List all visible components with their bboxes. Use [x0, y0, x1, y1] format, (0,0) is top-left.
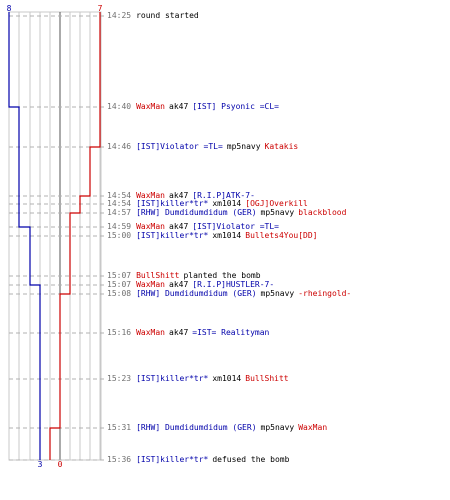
event-row: 15:07 WaxMan ak47 [R.I.P]HUSTLER-7- — [107, 279, 278, 291]
event-action: ak47 — [169, 102, 189, 111]
t-player-name: WaxMan — [298, 423, 328, 432]
event-time: 15:31 — [107, 423, 132, 432]
ct-player-name: [RHW] Dumdidumdidum (GER) — [136, 289, 257, 298]
event-row: 15:00 [IST]killer*tr* xm1014 Bullets4You[DD… — [107, 230, 322, 242]
event-row: 14:57 [RHW] Dumdidumdidum (GER) mp5navy bla… — [107, 207, 350, 219]
event-action: round started — [136, 11, 199, 20]
ct-player-name: [IST]Violator =TL= — [192, 222, 279, 231]
ct-player-name: [IST]killer*tr* — [136, 455, 209, 464]
event-row: 14:54 WaxMan ak47 [R.I.P]ATK-7- — [107, 190, 259, 202]
event-row: 14:40 WaxMan ak47 [IST] Psyonic =CL= — [107, 101, 283, 113]
event-row: 14:54 [IST]killer*tr* xm1014 [OGJ]Overkill — [107, 198, 312, 210]
t-player-name: BullShitt — [245, 374, 289, 383]
event-action: xm1014 — [212, 231, 242, 240]
event-row: 15:31 [RHW] Dumdidumdidum (GER) mp5navy Wax… — [107, 422, 331, 434]
t-player-name: BullShitt — [136, 271, 180, 280]
event-time: 14:25 — [107, 11, 132, 20]
t-player-name: Bullets4You[DD] — [245, 231, 318, 240]
event-row: 15:16 WaxMan ak47 =IST= Realityman — [107, 327, 273, 339]
ct-player-name: [RHW] Dumdidumdidum (GER) — [136, 208, 257, 217]
event-row: 14:25 round started — [107, 10, 203, 22]
t-player-name: WaxMan — [136, 222, 165, 231]
ct-player-name: [R.I.P]ATK-7- — [192, 191, 255, 200]
event-time: 14:54 — [107, 191, 132, 200]
event-time: 14:59 — [107, 222, 132, 231]
t-player-name: WaxMan — [136, 280, 165, 289]
ct-end-count: 3 — [38, 460, 43, 469]
event-action: mp5navy — [260, 423, 295, 432]
event-action: ak47 — [169, 328, 189, 337]
ct-player-name: [IST]killer*tr* — [136, 231, 209, 240]
ct-player-name: [IST]Violator =TL= — [136, 142, 223, 151]
event-action: mp5navy — [226, 142, 261, 151]
event-action: mp5navy — [260, 208, 295, 217]
t-player-count-line — [49, 12, 101, 460]
t-player-name: blackblood — [298, 208, 347, 217]
t-player-name: -rheingold- — [298, 289, 352, 298]
t-player-name: WaxMan — [136, 328, 165, 337]
t-start-count: 7 — [98, 4, 103, 13]
event-time: 14:57 — [107, 208, 132, 217]
t-end-count: 0 — [58, 460, 63, 469]
ct-player-name: [IST]killer*tr* — [136, 374, 209, 383]
event-time: 14:40 — [107, 102, 132, 111]
ct-player-count-line — [8, 12, 41, 460]
event-action: planted the bomb — [183, 271, 261, 280]
ct-player-name: [IST] Psyonic =CL= — [192, 102, 279, 111]
event-action: ak47 — [169, 280, 189, 289]
event-action: xm1014 — [212, 374, 242, 383]
event-time: 15:16 — [107, 328, 132, 337]
event-action: defused the bomb — [212, 455, 290, 464]
event-row: 15:23 [IST]killer*tr* xm1014 BullShitt — [107, 373, 293, 385]
event-row: 15:07 BullShitt planted the bomb — [107, 270, 265, 282]
event-time: 15:23 — [107, 374, 132, 383]
event-time: 14:54 — [107, 199, 132, 208]
event-action: ak47 — [169, 222, 189, 231]
t-player-name: WaxMan — [136, 102, 165, 111]
event-action: xm1014 — [212, 199, 242, 208]
ct-player-name: [IST]killer*tr* — [136, 199, 209, 208]
event-action: ak47 — [169, 191, 189, 200]
event-row: 15:08 [RHW] Dumdidumdidum (GER) mp5navy -rh… — [107, 288, 355, 300]
event-row: 15:36 [IST]killer*tr* defused the bomb — [107, 454, 293, 466]
ct-player-name: =IST= Realityman — [192, 328, 270, 337]
t-player-name: [OGJ]Overkill — [245, 199, 308, 208]
event-time: 15:07 — [107, 280, 132, 289]
event-time: 14:46 — [107, 142, 132, 151]
event-time: 15:07 — [107, 271, 132, 280]
t-player-name: Katakis — [264, 142, 299, 151]
ct-player-name: [R.I.P]HUSTLER-7- — [192, 280, 275, 289]
event-row: 14:59 WaxMan ak47 [IST]Violator =TL= — [107, 221, 283, 233]
event-action: mp5navy — [260, 289, 295, 298]
t-player-name: WaxMan — [136, 191, 165, 200]
event-time: 15:00 — [107, 231, 132, 240]
event-time: 15:36 — [107, 455, 132, 464]
ct-player-name: [RHW] Dumdidumdidum (GER) — [136, 423, 257, 432]
event-row: 14:46 [IST]Violator =TL= mp5navy Katakis — [107, 141, 302, 153]
ct-start-count: 8 — [7, 4, 12, 13]
event-time: 15:08 — [107, 289, 132, 298]
